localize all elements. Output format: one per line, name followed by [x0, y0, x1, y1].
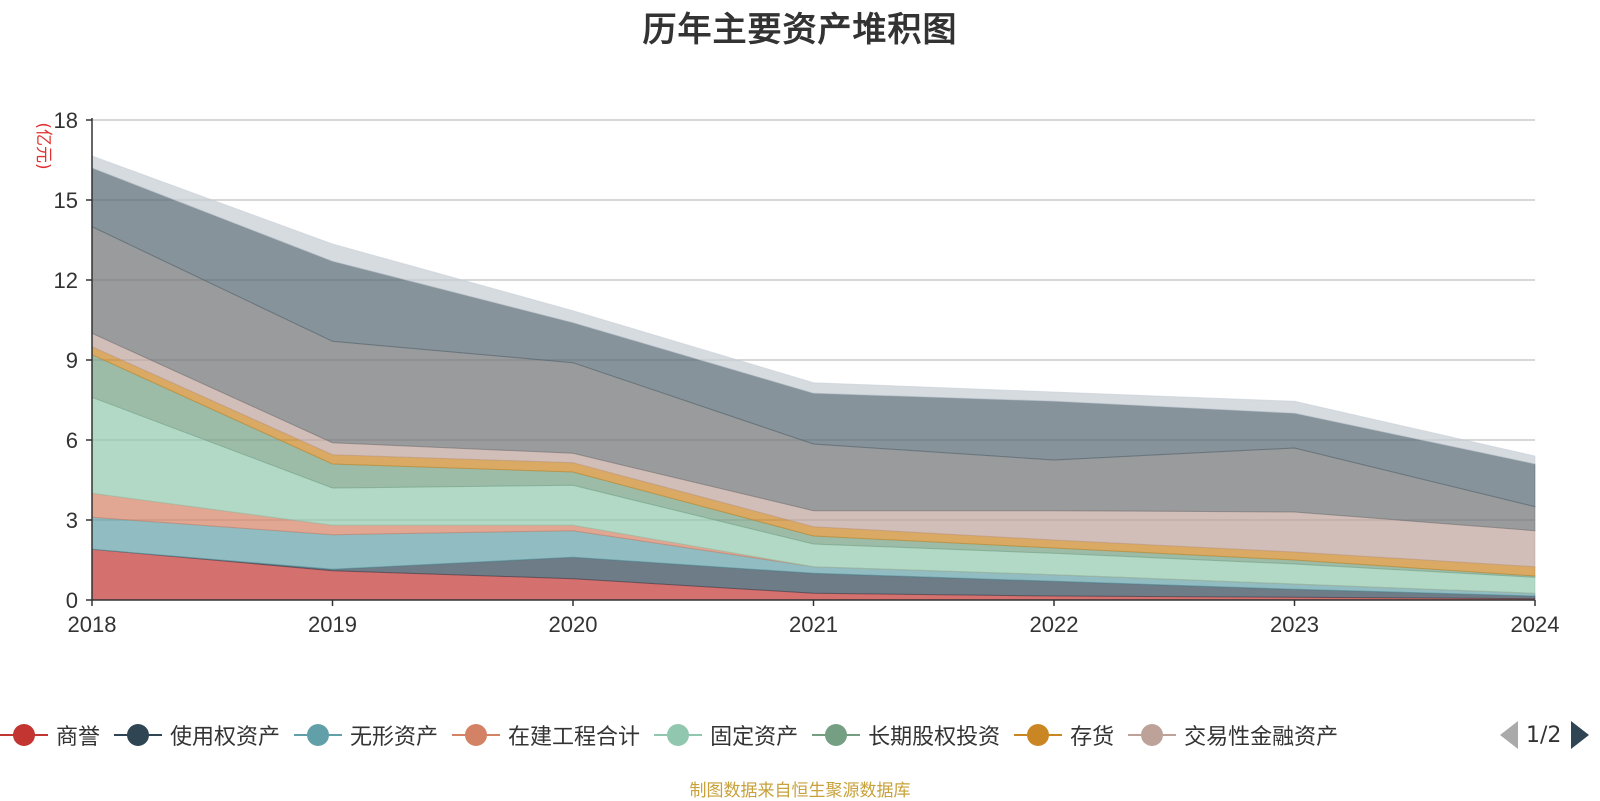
- legend-item[interactable]: 长期股权投资: [812, 718, 1000, 752]
- legend-prev-page-icon[interactable]: [1500, 721, 1518, 749]
- x-tick-label: 2021: [789, 612, 838, 637]
- legend-label: 固定资产: [710, 725, 799, 750]
- legend-label: 交易性金融资产: [1184, 725, 1339, 750]
- y-tick-label: 6: [66, 428, 78, 453]
- x-tick-label: 2020: [549, 612, 598, 637]
- legend-label: 在建工程合计: [508, 725, 641, 750]
- legend-item[interactable]: 在建工程合计: [452, 718, 640, 752]
- y-tick-label: 3: [66, 508, 78, 533]
- legend-item[interactable]: 交易性金融资产: [1128, 718, 1338, 752]
- x-tick-label: 2024: [1511, 612, 1560, 637]
- y-tick-label: 12: [54, 268, 78, 293]
- legend-page-indicator: 1/2: [1526, 722, 1562, 748]
- x-tick-label: 2023: [1270, 612, 1319, 637]
- legend-marker-icon: [114, 723, 163, 747]
- area-series: [91, 155, 1536, 465]
- legend-next-page-icon[interactable]: [1571, 721, 1590, 749]
- chart-legend: 商誉 使用权资产 无形资产 在建工程合计 固定资产 长期股权投资 存货 交易性金融资产: [0, 718, 1490, 752]
- legend-label: 无形资产: [350, 725, 439, 750]
- legend-marker-icon: [654, 723, 703, 747]
- legend-label: 长期股权投资: [868, 725, 1001, 750]
- legend-pager: 1/2: [1500, 718, 1590, 752]
- legend-marker-icon: [294, 723, 343, 747]
- legend-marker-icon: [1014, 723, 1063, 747]
- x-tick-label: 2018: [68, 612, 117, 637]
- legend-label: 使用权资产: [170, 725, 281, 750]
- x-tick-label: 2022: [1030, 612, 1079, 637]
- data-source-note: 制图数据来自恒生聚源数据库: [689, 781, 911, 801]
- y-tick-label: 15: [54, 188, 78, 213]
- legend-item[interactable]: 固定资产: [654, 718, 798, 752]
- legend-label: 存货: [1070, 725, 1115, 750]
- legend-item[interactable]: 商誉: [0, 718, 100, 752]
- chart-title: 历年主要资产堆积图: [642, 10, 958, 50]
- y-tick-label: 0: [66, 588, 78, 613]
- legend-marker-icon: [452, 723, 501, 747]
- legend-item[interactable]: 存货: [1014, 718, 1114, 752]
- legend-marker-icon: [1128, 723, 1177, 747]
- legend-marker-icon: [0, 723, 48, 747]
- legend-item[interactable]: 无形资产: [294, 718, 438, 752]
- legend-label: 商誉: [56, 725, 101, 750]
- legend-item[interactable]: 使用权资产: [114, 718, 280, 752]
- legend-marker-icon: [812, 723, 861, 747]
- y-tick-label: 9: [66, 348, 78, 373]
- y-axis-unit-label: (亿元): [33, 122, 53, 169]
- y-tick-label: 18: [54, 108, 78, 133]
- x-tick-label: 2019: [308, 612, 357, 637]
